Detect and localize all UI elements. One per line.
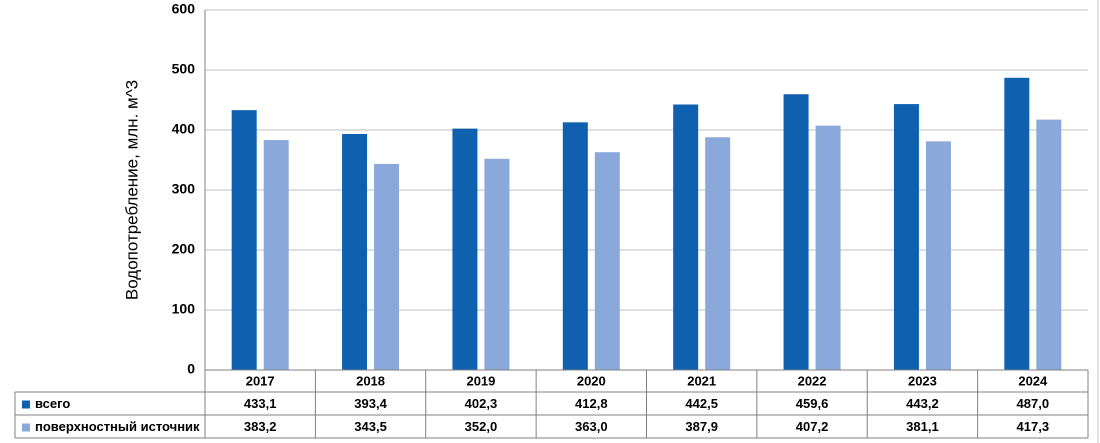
bar-surface-2018 xyxy=(374,163,400,370)
bar-total-2020 xyxy=(562,122,588,370)
x-tick-label: 2022 xyxy=(798,373,827,388)
y-tick-label: 100 xyxy=(172,301,196,317)
legend-key-surface xyxy=(22,423,30,432)
bar-total-2018 xyxy=(342,133,368,370)
bar-surface-2019 xyxy=(484,158,510,370)
data-label-total-2022: 459,6 xyxy=(796,396,829,411)
data-label-total-2019: 402,3 xyxy=(465,396,498,411)
bar-surface-2020 xyxy=(594,152,620,370)
data-label-total-2020: 412,8 xyxy=(575,396,608,411)
y-tick-label: 600 xyxy=(172,1,196,17)
x-tick-label: 2018 xyxy=(356,373,385,388)
legend-label-surface: поверхностный источник xyxy=(35,419,200,434)
data-label-surface-2019: 352,0 xyxy=(465,419,498,434)
legend-label-total: всего xyxy=(35,396,70,411)
legend-key-total xyxy=(22,400,30,409)
x-tick-label: 2020 xyxy=(577,373,606,388)
y-tick-label: 500 xyxy=(172,61,196,77)
bar-total-2022 xyxy=(783,94,809,371)
data-label-total-2018: 393,4 xyxy=(354,396,387,411)
data-label-surface-2023: 381,1 xyxy=(906,419,939,434)
y-tick-label: 300 xyxy=(172,181,196,197)
bar-total-2017 xyxy=(231,110,257,370)
data-label-total-2017: 433,1 xyxy=(244,396,277,411)
y-axis-label: Водопотребление, млн. м^3 xyxy=(122,80,141,300)
data-table: 2017 2018 2019 2020 2021 2022 2023 2024 всего 433… xyxy=(14,369,1089,439)
x-tick-label: 2023 xyxy=(908,373,937,388)
x-tick-label: 2019 xyxy=(466,373,495,388)
data-label-surface-2017: 383,2 xyxy=(244,419,277,434)
bar-total-2021 xyxy=(673,104,699,370)
bar-surface-2017 xyxy=(263,140,289,370)
data-label-total-2024: 487,0 xyxy=(1017,396,1050,411)
bar-surface-2023 xyxy=(925,141,951,370)
data-label-total-2023: 443,2 xyxy=(906,396,939,411)
data-label-total-2021: 442,5 xyxy=(685,396,718,411)
x-tick-label: 2017 xyxy=(246,373,275,388)
bar-surface-2022 xyxy=(815,125,841,371)
y-tick-labels: 0 100 200 300 400 500 600 xyxy=(172,1,196,377)
data-label-surface-2022: 407,2 xyxy=(796,419,829,434)
bars xyxy=(231,77,1062,371)
data-label-surface-2024: 417,3 xyxy=(1017,419,1050,434)
y-tick-label: 400 xyxy=(172,121,196,137)
bar-total-2024 xyxy=(1004,77,1030,371)
bar-surface-2024 xyxy=(1036,119,1062,371)
data-label-surface-2020: 363,0 xyxy=(575,419,608,434)
data-label-surface-2018: 343,5 xyxy=(354,419,387,434)
y-tick-label: 200 xyxy=(172,241,196,257)
bar-surface-2021 xyxy=(705,137,731,370)
x-tick-label: 2021 xyxy=(687,373,716,388)
x-tick-label: 2024 xyxy=(1018,373,1048,388)
bar-total-2023 xyxy=(893,104,919,370)
y-tick-label: 0 xyxy=(187,361,195,377)
data-label-surface-2021: 387,9 xyxy=(685,419,718,434)
bar-total-2019 xyxy=(452,128,478,370)
